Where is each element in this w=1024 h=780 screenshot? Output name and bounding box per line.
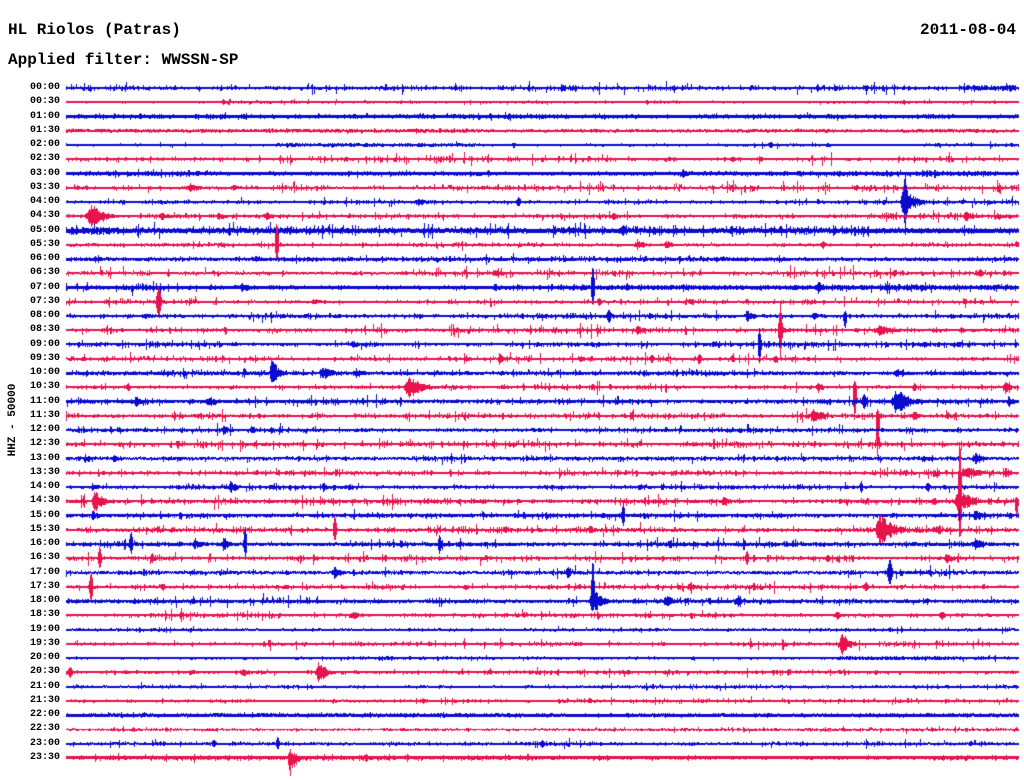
trace-time-label: 15:30 — [29, 523, 60, 535]
trace-time-label: 02:00 — [29, 139, 60, 151]
trace-time-label: 12:00 — [29, 424, 60, 436]
trace-time-label: 08:00 — [29, 310, 60, 322]
trace-time-label: 18:30 — [29, 609, 60, 621]
trace-time-label: 15:00 — [29, 509, 60, 521]
trace-time-label: 17:00 — [29, 566, 60, 578]
trace-time-label: 01:30 — [29, 124, 60, 136]
trace-time-label: 17:30 — [29, 580, 60, 592]
trace-time-label: 21:00 — [29, 680, 60, 692]
trace-time-label: 03:00 — [29, 167, 60, 179]
trace-time-label: 11:30 — [29, 409, 60, 421]
trace-time-label: 14:00 — [29, 481, 60, 493]
trace-time-label: 23:00 — [29, 737, 60, 749]
trace-time-label: 08:30 — [29, 324, 60, 336]
trace-time-label: 22:00 — [29, 709, 60, 721]
trace-time-label: 16:30 — [29, 552, 60, 564]
trace-time-label: 23:30 — [29, 751, 60, 763]
station-title: HL Riolos (Patras) — [8, 21, 181, 39]
trace-time-label: 20:00 — [29, 652, 60, 664]
trace-time-label: 00:00 — [29, 82, 60, 93]
trace-time-label: 13:00 — [29, 452, 60, 464]
trace-time-label: 12:30 — [29, 438, 60, 450]
trace-time-label: 13:30 — [29, 466, 60, 478]
trace-time-label: 07:30 — [29, 295, 60, 307]
trace-time-label: 19:00 — [29, 623, 60, 635]
trace-time-label: 09:30 — [29, 352, 60, 364]
trace-time-label: 05:00 — [29, 224, 60, 236]
trace-time-label: 09:00 — [29, 338, 60, 350]
trace-time-label: 18:00 — [29, 595, 60, 607]
trace-time-label: 20:30 — [29, 666, 60, 678]
trace-time-label: 06:00 — [29, 253, 60, 265]
trace-time-label: 03:30 — [29, 181, 60, 193]
trace-time-label: 07:00 — [29, 281, 60, 293]
trace-time-label: 04:00 — [29, 196, 60, 208]
date-label: 2011-08-04 — [919, 21, 1016, 39]
trace-time-label: 10:30 — [29, 381, 60, 393]
trace-time-label: 02:30 — [29, 153, 60, 165]
trace-time-label: 06:30 — [29, 267, 60, 279]
trace-time-label: 01:00 — [29, 110, 60, 122]
filter-label: Applied filter: WWSSN-SP — [8, 51, 239, 69]
trace-time-label: 04:30 — [29, 210, 60, 222]
trace-time-label: 21:30 — [29, 694, 60, 706]
trace-time-label: 10:00 — [29, 367, 60, 379]
trace-time-label: 16:00 — [29, 538, 60, 550]
trace-time-label: 22:30 — [29, 723, 60, 735]
trace-time-label: 00:30 — [29, 96, 60, 108]
trace-time-label: 19:30 — [29, 637, 60, 649]
trace-time-label: 05:30 — [29, 238, 60, 250]
trace-time-label: 11:00 — [29, 395, 60, 407]
trace-time-label: 14:30 — [29, 495, 60, 507]
